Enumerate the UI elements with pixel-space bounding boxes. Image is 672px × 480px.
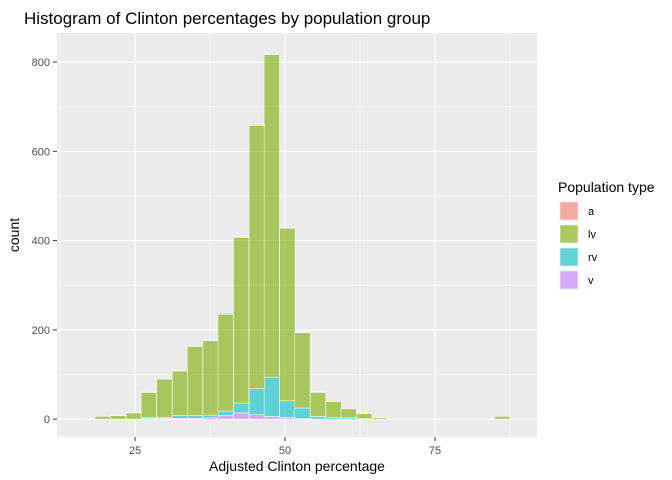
legend-swatch-lv (559, 224, 579, 244)
histogram-bar-lv (156, 378, 173, 418)
histogram-bar-rv (172, 415, 188, 419)
x-axis-title: Adjusted Clinton percentage (209, 458, 385, 474)
histogram-bar-a (172, 370, 188, 372)
histogram-bar-lv (371, 417, 388, 420)
y-tick-label: 600 (32, 146, 50, 158)
legend-label-v: v (588, 275, 594, 287)
histogram-bar-rv (279, 400, 296, 418)
histogram-bar-a (202, 339, 219, 341)
histogram-bar-lv (325, 401, 342, 418)
histogram-bar-v (279, 417, 296, 420)
histogram-bar-lv (187, 346, 203, 416)
y-tick-label: 800 (32, 57, 50, 69)
histogram-bar-a (310, 391, 326, 393)
histogram-bar-lv (248, 125, 265, 390)
histogram-bar-rv (233, 402, 250, 414)
histogram-bar-a (187, 345, 203, 347)
histogram-bar-rv (217, 410, 234, 416)
legend-swatch-rv (559, 247, 579, 267)
histogram-bar-v (263, 416, 280, 420)
histogram-bar-a (140, 391, 157, 393)
histogram-bar-rv (263, 376, 280, 417)
histogram-bar-a (110, 414, 127, 416)
histogram-bar-a (248, 124, 265, 126)
histogram-bar-rv (325, 417, 342, 420)
histogram-bar-lv (340, 408, 357, 419)
legend-label-rv: rv (588, 252, 598, 264)
legend-label-lv: lv (588, 229, 596, 241)
histogram-bar-lv (125, 412, 142, 420)
histogram-bar-lv (310, 391, 326, 417)
x-tick-label: 25 (129, 445, 141, 457)
histogram-bar-rv (202, 414, 219, 419)
histogram-bars (64, 53, 511, 420)
histogram-bar-a (263, 53, 280, 55)
histogram-bar-v (217, 415, 234, 420)
histogram-bar-lv (356, 413, 373, 419)
histogram-bar-lv (172, 370, 188, 416)
legend-swatch-a (559, 201, 579, 221)
histogram-bar-lv (294, 332, 311, 409)
chart-title: Histogram of Clinton percentages by popu… (24, 9, 430, 28)
histogram-bar-v (248, 414, 265, 420)
histogram-bar-a (294, 331, 311, 333)
histogram-bar-lv (233, 237, 250, 404)
histogram-bar-lv (279, 227, 296, 402)
histogram-bar-lv (202, 340, 219, 416)
histogram-bar-a (279, 227, 296, 229)
histogram-bar-rv (294, 407, 311, 419)
histogram-bar-v (233, 412, 250, 420)
y-axis-title: count (6, 218, 22, 252)
legend-label-a: a (588, 206, 595, 218)
histogram-bar-lv (140, 392, 157, 419)
histogram-bar-a (125, 412, 142, 414)
histogram-bar-rv (187, 415, 203, 419)
histogram-bar-a (217, 313, 234, 315)
histogram-bar-lv (494, 416, 511, 420)
legend-title: Population type (558, 179, 655, 195)
legend: Population type a lv rv v (558, 179, 655, 290)
histogram-bar-a (233, 236, 250, 238)
histogram-bar-lv (94, 416, 111, 420)
histogram-bar-rv (310, 416, 326, 420)
legend-swatch-v (559, 270, 579, 290)
histogram-bar-a (156, 378, 173, 380)
y-tick-label: 400 (32, 236, 50, 248)
histogram-bar-rv (248, 388, 265, 415)
histogram-bar-lv (64, 418, 80, 420)
x-tick-label: 75 (429, 445, 441, 457)
axis-ticks: 25 50 75 0 200 400 600 800 (32, 57, 441, 457)
histogram-bar-lv (263, 54, 280, 378)
y-tick-label: 200 (32, 325, 50, 337)
histogram-bar-lv (217, 313, 234, 412)
y-tick-label: 0 (44, 414, 50, 426)
x-tick-label: 50 (279, 445, 291, 457)
